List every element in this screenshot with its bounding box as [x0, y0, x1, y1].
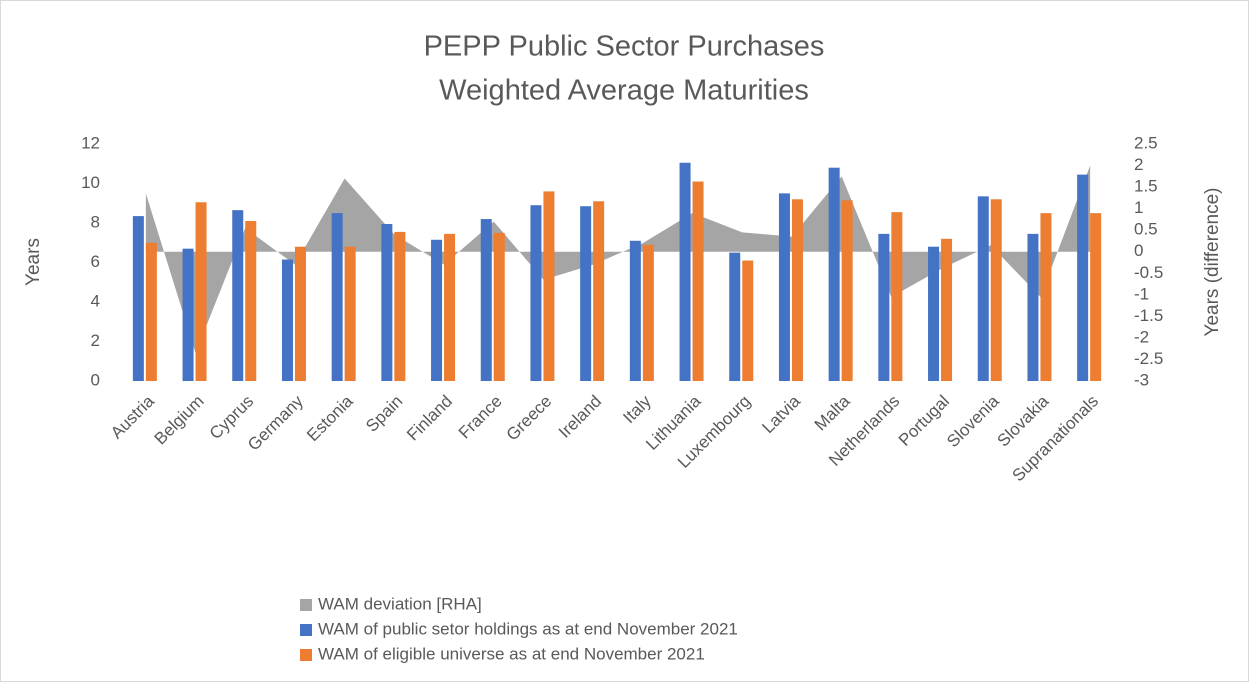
bar: [182, 248, 194, 381]
y2-tick-label: 2.5: [1134, 133, 1158, 152]
bar: [1027, 233, 1039, 381]
bar: [679, 162, 691, 381]
bar: [742, 260, 754, 381]
area: [145, 165, 1091, 353]
bar: [1090, 213, 1102, 381]
legend-label: WAM deviation [RHA]: [318, 594, 482, 613]
bar: [431, 239, 443, 381]
bar: [1077, 174, 1089, 381]
bar: [543, 191, 555, 381]
y2-tick-label: 1: [1134, 198, 1143, 217]
bar: [990, 199, 1002, 381]
y2-tick-label: 0: [1134, 241, 1143, 260]
bar: [778, 193, 790, 381]
bar: [941, 238, 953, 381]
y2-tick-label: 2: [1134, 155, 1143, 174]
bar: [145, 242, 157, 381]
bar: [580, 206, 592, 381]
y-axis-title: Years: [23, 238, 44, 286]
bar: [878, 233, 890, 381]
legend-label: WAM of public setor holdings as at end N…: [318, 619, 738, 638]
bar: [791, 199, 803, 381]
y-tick-label: 0: [91, 370, 100, 389]
chart-subtitle: Weighted Average Maturities: [439, 75, 809, 107]
bar: [828, 167, 840, 381]
bar: [928, 246, 940, 381]
bar: [381, 223, 393, 381]
legend-swatch: [300, 649, 312, 661]
bar: [642, 244, 654, 381]
y2-tick-label: -0.5: [1134, 263, 1163, 282]
legend-swatch: [300, 599, 312, 611]
y2-axis-title: Years (difference): [1202, 188, 1223, 337]
bar: [1040, 213, 1052, 381]
y-tick-label: 6: [91, 252, 100, 271]
chart-title: PEPP Public Sector Purchases: [424, 31, 825, 63]
y2-tick-label: -1.5: [1134, 306, 1163, 325]
bar: [331, 213, 343, 381]
bar: [891, 212, 903, 381]
y2-tick-label: -3: [1134, 370, 1149, 389]
bar: [593, 201, 605, 381]
bar: [841, 200, 853, 381]
bar: [629, 240, 641, 381]
y2-tick-label: -2: [1134, 327, 1149, 346]
legend-swatch: [300, 624, 312, 636]
bar: [394, 231, 406, 381]
y-tick-label: 12: [81, 133, 100, 152]
bar: [232, 210, 244, 381]
bar: [294, 246, 306, 381]
y-tick-label: 4: [91, 291, 100, 310]
bar: [530, 205, 542, 381]
y2-tick-label: 0.5: [1134, 220, 1158, 239]
bar: [444, 233, 456, 381]
bar: [245, 221, 257, 381]
y2-tick-label: -2.5: [1134, 349, 1163, 368]
bar: [729, 252, 741, 381]
bar: [493, 232, 505, 381]
bar: [977, 196, 989, 381]
y2-tick-label: 1.5: [1134, 177, 1158, 196]
y-tick-label: 10: [81, 173, 100, 192]
bar: [132, 216, 144, 381]
bar: [281, 259, 293, 381]
bar: [344, 246, 356, 381]
bar: [195, 202, 207, 381]
y-tick-label: 2: [91, 331, 100, 350]
y-tick-label: 8: [91, 212, 100, 231]
y2-tick-label: -1: [1134, 284, 1149, 303]
bar: [480, 219, 492, 381]
bar: [692, 181, 704, 381]
legend-label: WAM of eligible universe as at end Novem…: [318, 644, 705, 663]
